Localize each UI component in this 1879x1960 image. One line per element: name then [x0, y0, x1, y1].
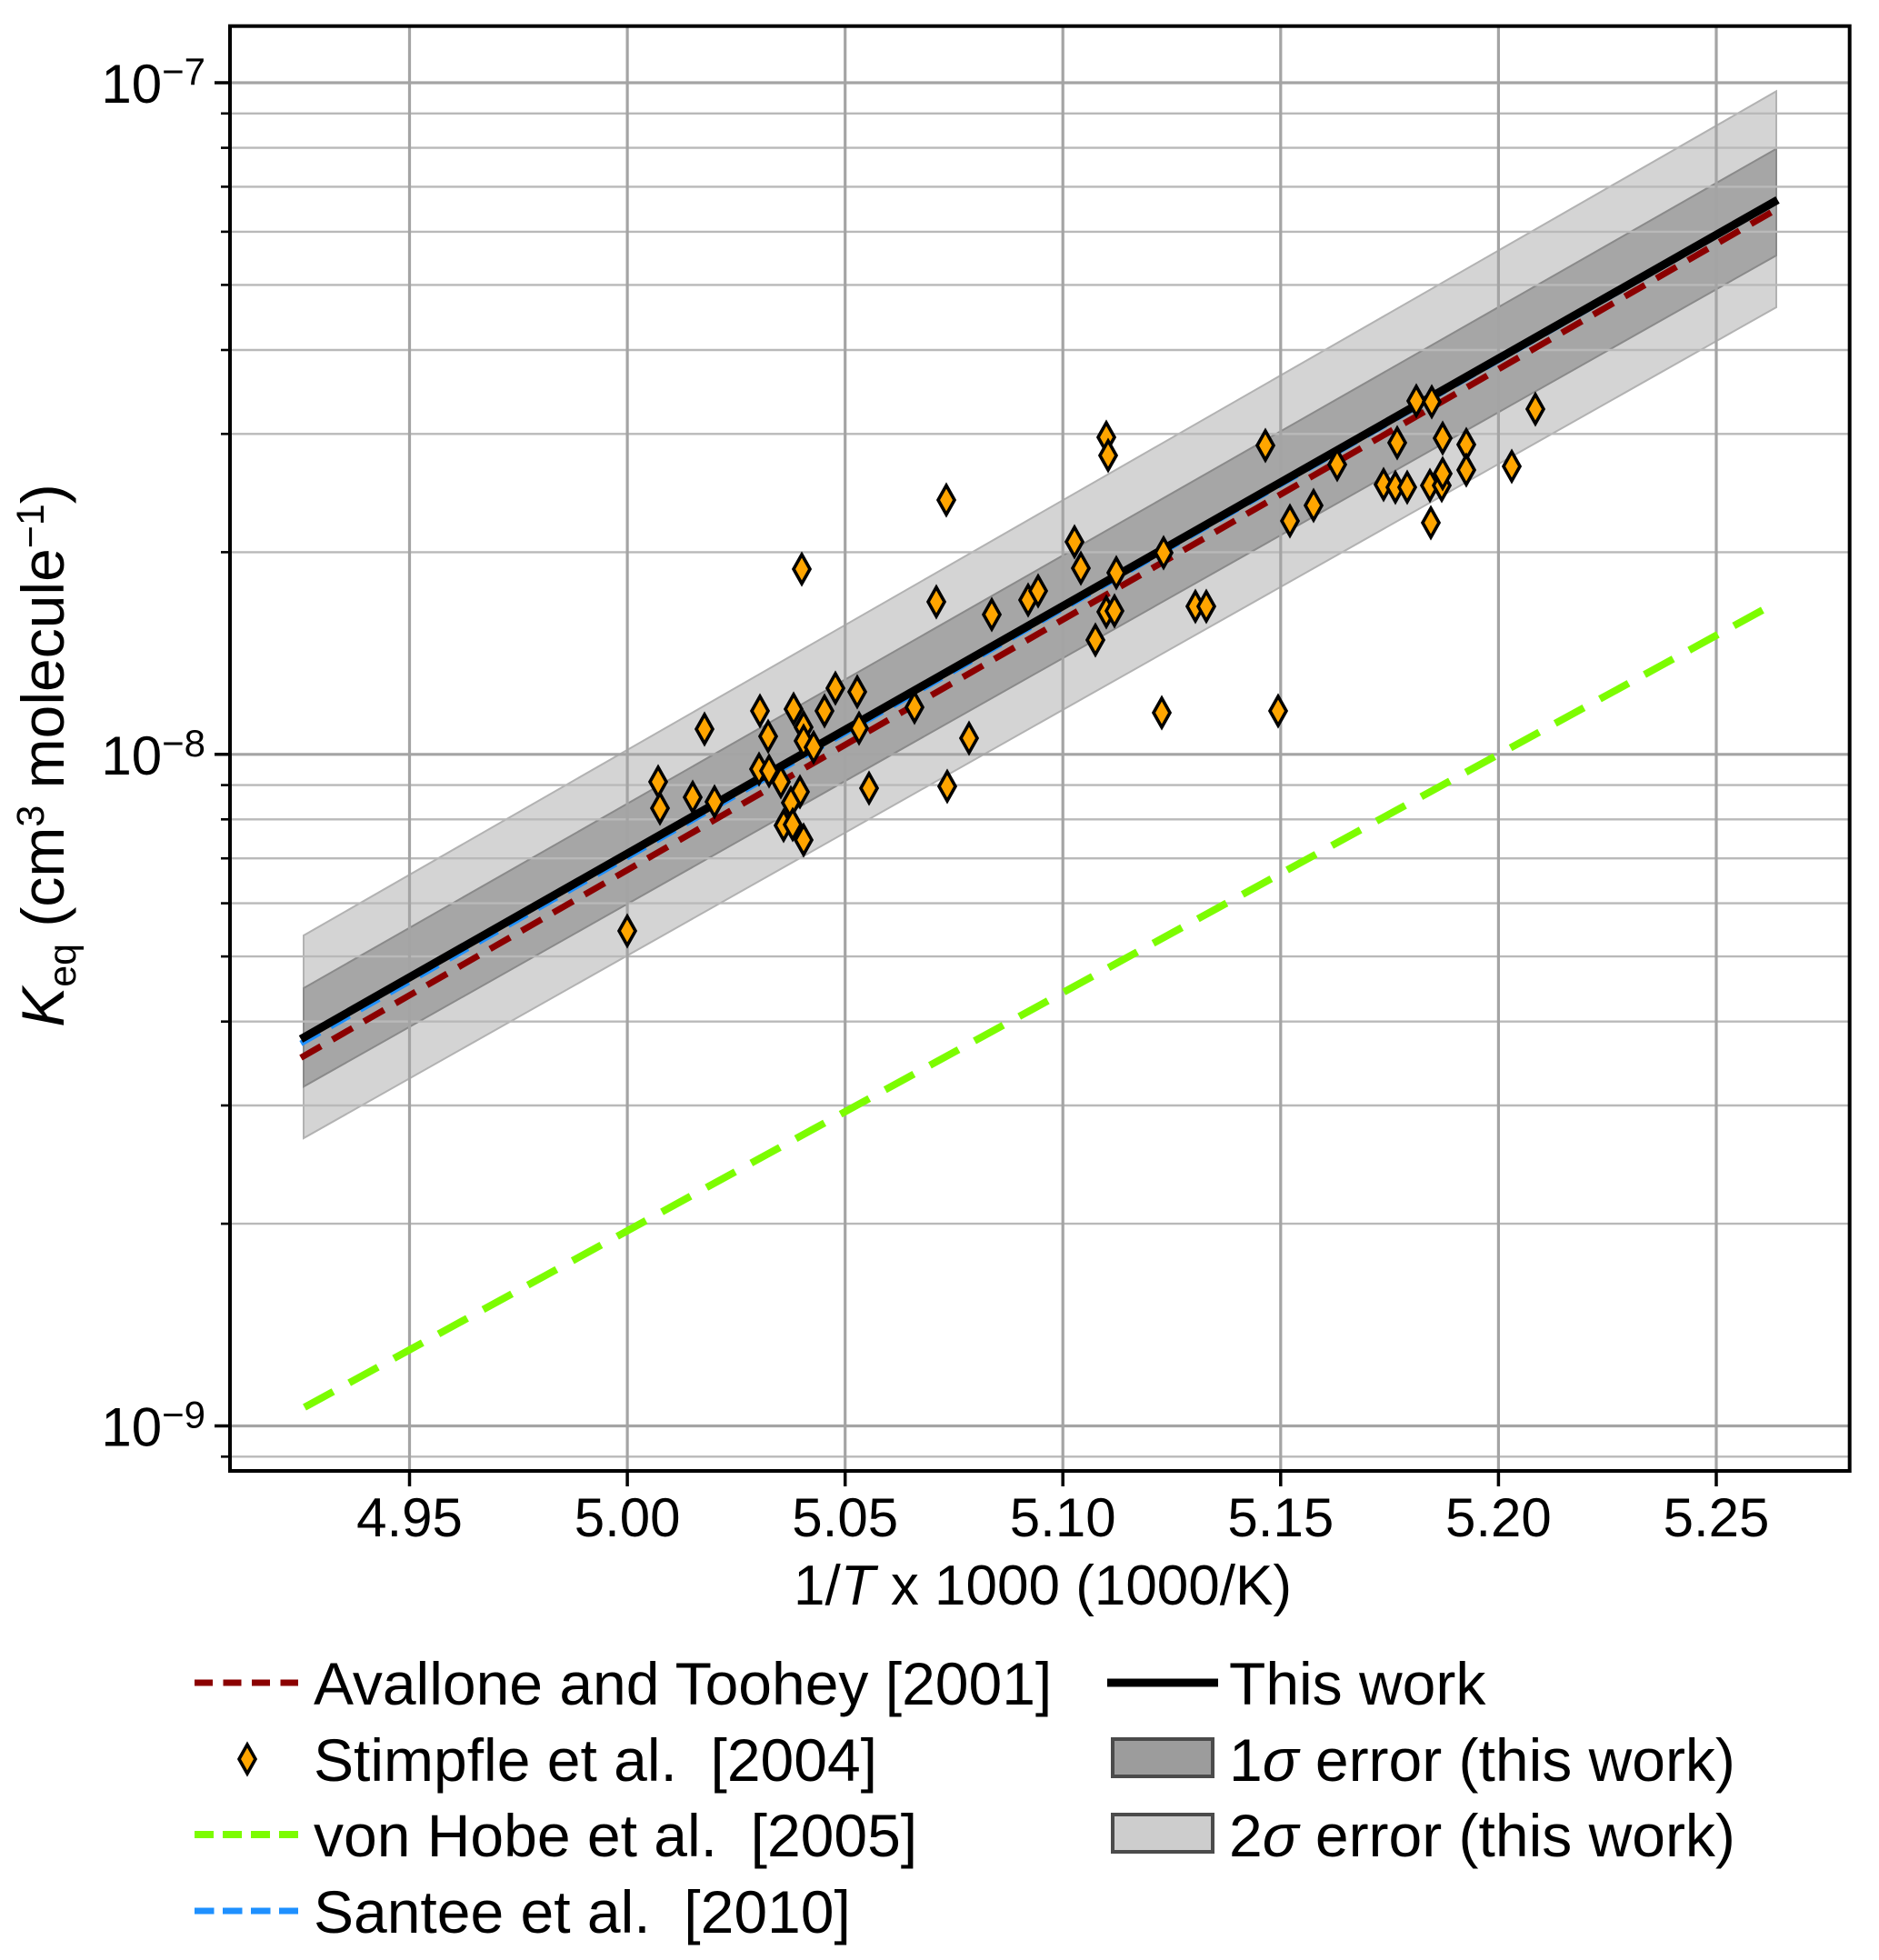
svg-text:This work: This work	[1229, 1650, 1486, 1717]
svg-text:Avallone and Toohey [2001]: Avallone and Toohey [2001]	[314, 1650, 1052, 1717]
svg-text:5.05: 5.05	[792, 1487, 898, 1548]
svg-text:5.00: 5.00	[575, 1487, 681, 1548]
svg-text:von Hobe et al. [2005]: von Hobe et al. [2005]	[314, 1802, 917, 1869]
svg-text:2σ error (this work): 2σ error (this work)	[1229, 1802, 1735, 1869]
svg-text:5.20: 5.20	[1445, 1487, 1552, 1548]
svg-text:5.25: 5.25	[1664, 1487, 1770, 1548]
svg-text:Keq (cm3 molecule−1): Keq (cm3 molecule−1)	[9, 484, 85, 1027]
svg-text:1/T x 1000 (1000/K): 1/T x 1000 (1000/K)	[794, 1555, 1292, 1617]
svg-text:5.15: 5.15	[1227, 1487, 1334, 1548]
svg-text:Stimpfle et al. [2004]: Stimpfle et al. [2004]	[314, 1726, 877, 1794]
svg-text:10−9: 10−9	[101, 1394, 205, 1458]
svg-text:4.95: 4.95	[356, 1487, 463, 1548]
svg-text:5.10: 5.10	[1010, 1487, 1116, 1548]
svg-text:Santee et al. [2010]: Santee et al. [2010]	[314, 1878, 851, 1945]
svg-text:1σ error (this work): 1σ error (this work)	[1229, 1726, 1735, 1794]
